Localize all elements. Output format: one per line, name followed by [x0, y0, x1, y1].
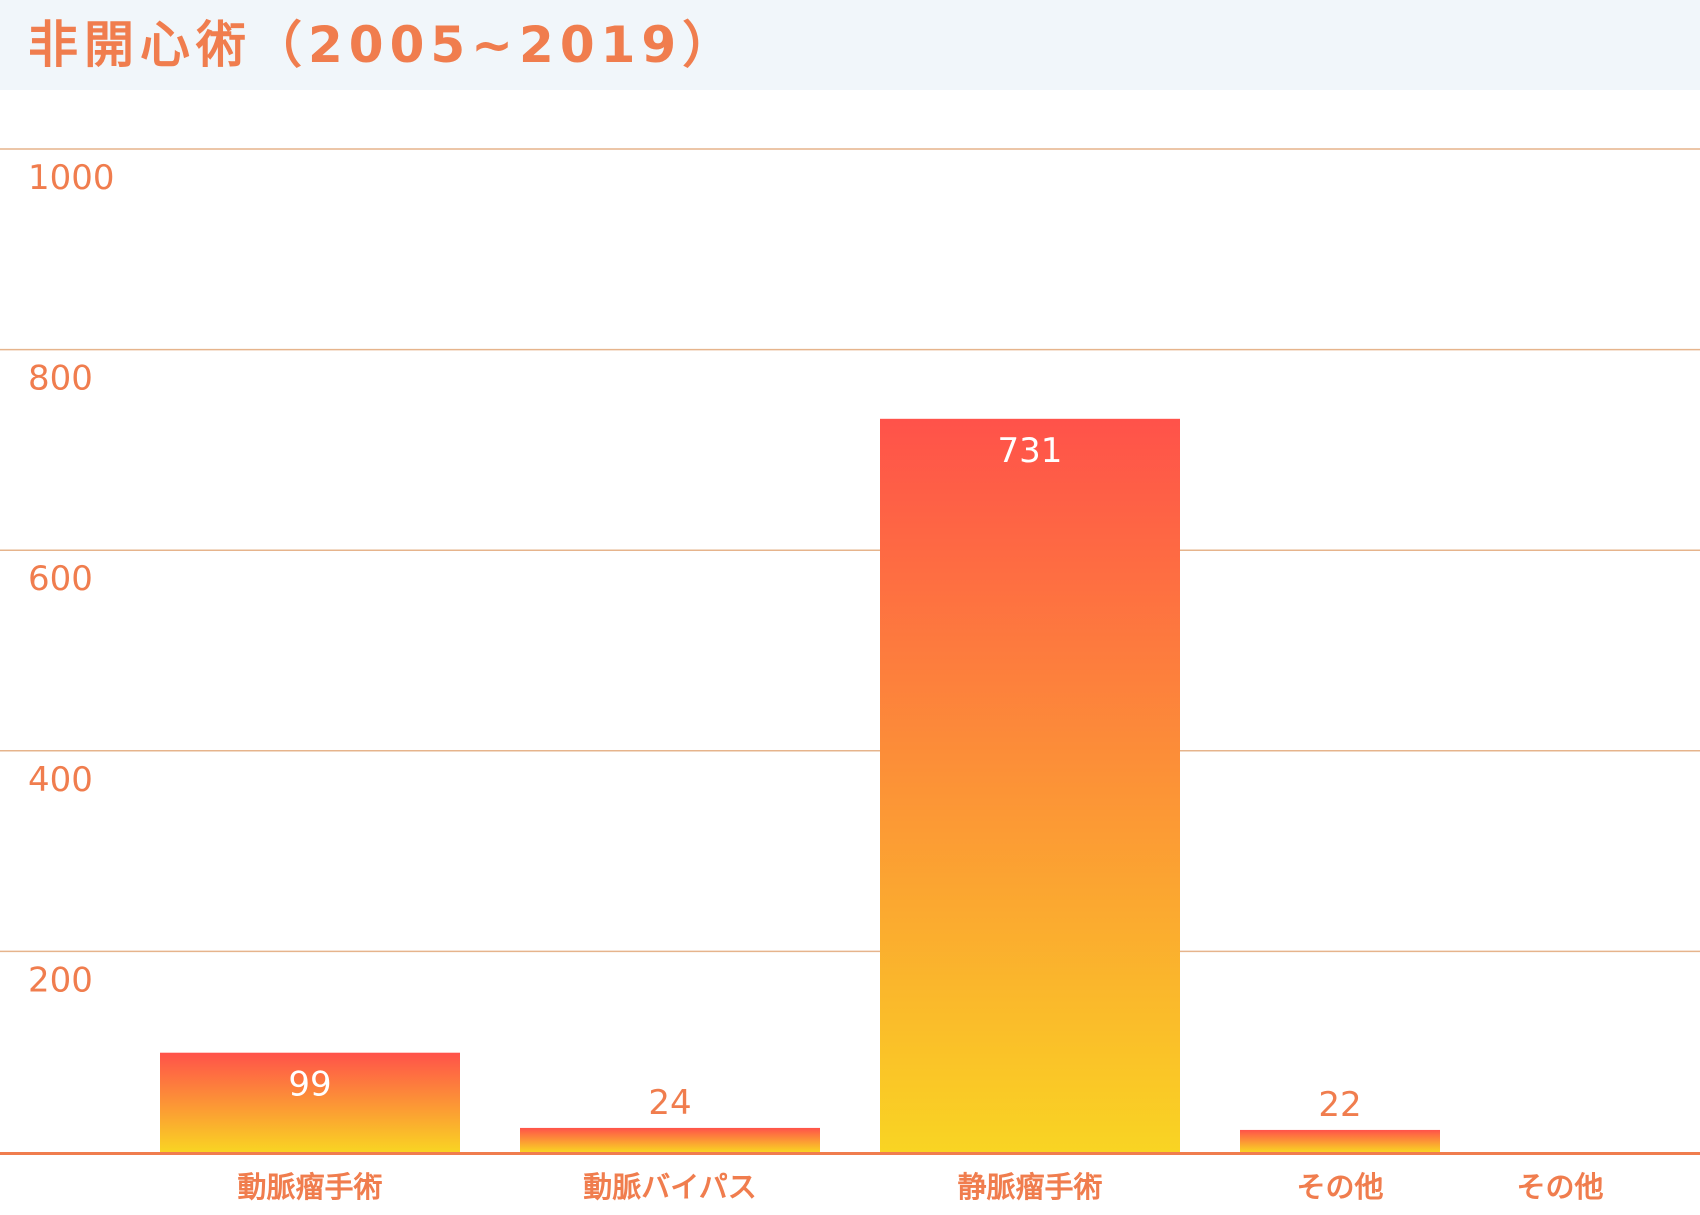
- chart-header: 非開心術（2005~2019）: [0, 0, 1700, 90]
- category-labels: 動脈瘤手術 動脈バイパス 静脈瘤手術 その他 その他: [237, 1170, 1603, 1204]
- bars: [160, 418, 1440, 1152]
- y-tick-label-200: 200: [28, 960, 93, 1000]
- data-label-4: 22: [1318, 1085, 1361, 1125]
- category-label-2: 動脈バイパス: [583, 1170, 756, 1204]
- y-tick-label-800: 800: [28, 359, 93, 399]
- bar-2: [520, 1127, 820, 1152]
- y-tick-label-1000: 1000: [28, 158, 115, 198]
- y-axis-ticks: 200 400 600 800 1000: [28, 158, 115, 1000]
- bar-1: [160, 1052, 460, 1152]
- category-label-4: その他: [1296, 1170, 1383, 1204]
- bar-3: [880, 418, 1180, 1152]
- gridlines: [0, 148, 1700, 953]
- category-label-3: 静脈瘤手術: [957, 1170, 1102, 1204]
- data-label-2: 24: [648, 1083, 691, 1123]
- data-labels: 99 24 731 22: [288, 431, 1361, 1125]
- category-label-1: 動脈瘤手術: [237, 1170, 382, 1204]
- category-label-5: その他: [1516, 1170, 1603, 1204]
- chart-title: 非開心術（2005~2019）: [28, 16, 739, 74]
- bar-4: [1240, 1129, 1440, 1152]
- y-tick-label-400: 400: [28, 760, 93, 800]
- data-label-3: 731: [998, 431, 1063, 471]
- y-tick-label-600: 600: [28, 559, 93, 599]
- data-label-1: 99: [288, 1065, 331, 1105]
